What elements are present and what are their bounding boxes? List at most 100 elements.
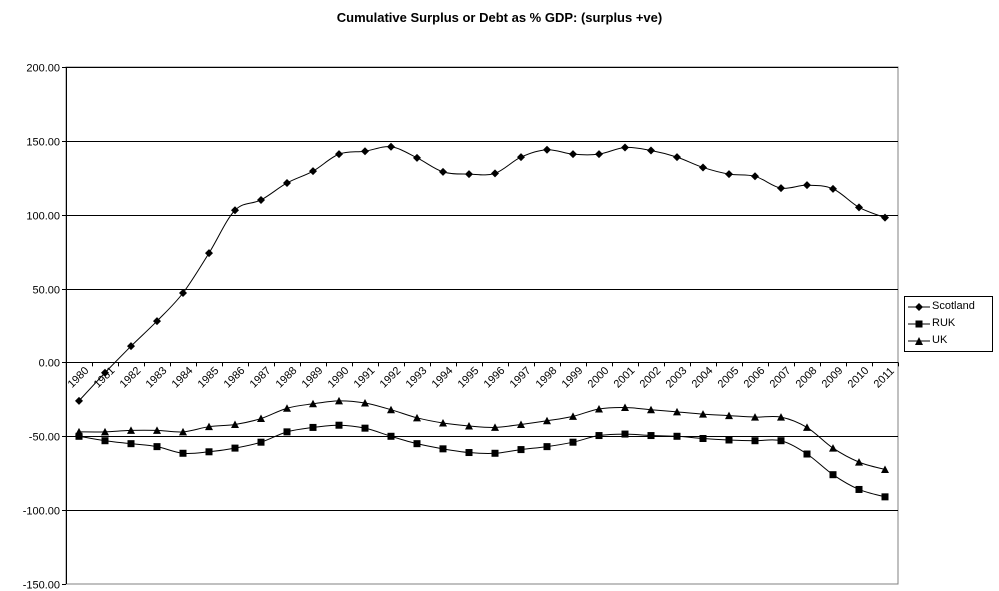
x-tick-label: 2009 <box>820 365 846 391</box>
data-point-uk-1991 <box>361 399 369 407</box>
x-tick-label: 2007 <box>768 365 794 391</box>
data-point-scotland-1997 <box>517 153 525 162</box>
data-point-scotland-1991 <box>361 147 369 156</box>
x-tick-label: 1983 <box>144 365 170 391</box>
series-line-ruk <box>78 424 886 498</box>
data-point-uk-1989 <box>309 399 317 408</box>
y-tick-label: -150.00 <box>23 580 60 591</box>
data-point-uk-1980 <box>75 427 83 436</box>
data-point-scotland-1988 <box>283 178 291 187</box>
data-point-uk-1981 <box>101 427 109 436</box>
data-point-ruk-2010 <box>855 485 863 493</box>
data-point-ruk-2006 <box>751 437 759 445</box>
x-tick-label: 2004 <box>690 365 716 391</box>
data-point-uk-1996 <box>491 423 499 431</box>
triangle-marker-icon <box>915 337 923 345</box>
data-point-scotland-2009 <box>829 184 837 193</box>
data-point-scotland-1983 <box>153 317 161 326</box>
data-point-uk-2005 <box>725 411 733 420</box>
data-point-ruk-1993 <box>413 440 421 448</box>
data-point-ruk-1989 <box>309 423 317 431</box>
x-tick-label: 2005 <box>716 365 742 391</box>
data-point-ruk-1982 <box>127 440 135 448</box>
data-point-scotland-1994 <box>439 167 447 176</box>
data-point-ruk-1991 <box>361 424 369 432</box>
data-point-scotland-1982 <box>127 342 135 351</box>
data-point-uk-2010 <box>855 458 863 466</box>
data-point-scotland-2008 <box>803 181 811 190</box>
data-point-scotland-1998 <box>543 145 551 154</box>
data-point-uk-1990 <box>335 396 343 405</box>
x-tick-label: 2000 <box>586 365 612 391</box>
gridlines <box>66 67 898 511</box>
series-scotland <box>75 142 889 405</box>
data-point-ruk-1995 <box>465 449 473 457</box>
data-point-scotland-2000 <box>595 150 603 159</box>
data-point-uk-2001 <box>621 403 629 411</box>
data-point-scotland-2006 <box>751 172 759 181</box>
data-point-scotland-1980 <box>75 396 83 405</box>
data-point-ruk-1990 <box>335 421 343 429</box>
data-point-uk-1983 <box>153 426 161 434</box>
data-point-scotland-1986 <box>231 206 239 215</box>
data-point-scotland-1989 <box>309 167 317 176</box>
series-layer <box>75 142 889 501</box>
series-ruk <box>75 421 889 501</box>
series-uk <box>75 396 889 474</box>
x-tick-label: 1989 <box>300 365 326 391</box>
data-point-uk-1986 <box>231 420 239 428</box>
legend-swatch-uk <box>908 337 930 345</box>
data-point-uk-1987 <box>257 414 265 423</box>
data-point-uk-1995 <box>465 421 473 430</box>
data-point-ruk-1986 <box>231 444 239 452</box>
x-tick-label: 2001 <box>612 365 638 391</box>
data-point-uk-2009 <box>829 444 837 452</box>
data-point-scotland-1996 <box>491 169 499 178</box>
diamond-marker-icon <box>915 303 923 311</box>
x-tick-label: 1982 <box>118 365 144 391</box>
data-point-ruk-2004 <box>699 435 707 443</box>
data-point-uk-1988 <box>283 404 291 412</box>
data-point-ruk-1997 <box>517 446 525 454</box>
legend-swatch-scotland <box>908 303 930 311</box>
data-point-scotland-2007 <box>777 184 785 193</box>
data-point-ruk-1998 <box>543 443 551 451</box>
data-point-ruk-1983 <box>153 443 161 451</box>
legend-item-uk: UK <box>907 333 993 349</box>
chart-title: Cumulative Surplus or Debt as % GDP: (su… <box>336 10 663 25</box>
plot-area <box>65 66 899 585</box>
data-point-uk-1994 <box>439 418 447 427</box>
data-point-scotland-2010 <box>855 203 863 212</box>
data-point-scotland-1990 <box>335 150 343 159</box>
data-point-uk-2006 <box>751 413 759 421</box>
y-tick-label: -50.00 <box>29 432 60 444</box>
data-point-uk-2003 <box>673 407 681 416</box>
data-point-ruk-1994 <box>439 445 447 453</box>
y-tick-label: -100.00 <box>23 506 60 518</box>
data-point-ruk-1981 <box>101 437 109 445</box>
x-tick-label: 2002 <box>638 365 664 391</box>
y-tick-label: 200.00 <box>26 63 60 75</box>
y-tick-label: 0.00 <box>39 358 60 370</box>
data-point-ruk-2005 <box>725 436 733 444</box>
data-point-scotland-1992 <box>387 142 395 151</box>
x-tick-label: 1997 <box>508 365 534 391</box>
data-point-ruk-1999 <box>569 438 577 446</box>
x-tick-label: 1996 <box>482 365 508 391</box>
data-point-scotland-1995 <box>465 170 473 179</box>
data-point-ruk-2001 <box>621 430 629 438</box>
data-point-ruk-2007 <box>777 437 785 445</box>
data-point-scotland-1999 <box>569 150 577 159</box>
x-tick-label: 1980 <box>66 365 92 391</box>
data-point-ruk-2009 <box>829 471 837 479</box>
x-tick-label: 1987 <box>248 365 274 391</box>
legend-item-scotland: Scotland <box>907 299 993 315</box>
x-tick-label: 1988 <box>274 365 300 391</box>
data-point-ruk-1984 <box>179 449 187 457</box>
data-point-scotland-1984 <box>179 289 187 298</box>
x-tick-label: 1990 <box>326 365 352 391</box>
legend-label-ruk: RUK <box>932 317 956 329</box>
data-point-uk-2004 <box>699 410 707 418</box>
y-tick-label: 150.00 <box>26 137 60 149</box>
